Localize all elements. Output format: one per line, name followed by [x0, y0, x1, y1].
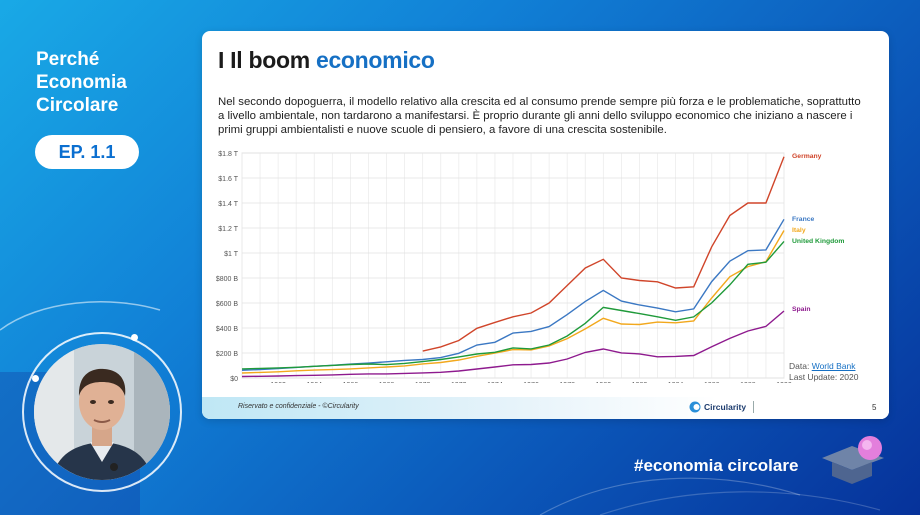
- video-ring: [22, 332, 182, 492]
- hashtag: #economia circolare: [634, 456, 799, 475]
- x-tick-label: 1962: [270, 382, 286, 383]
- y-tick-label: $200 B: [216, 351, 239, 358]
- x-tick-label: 1970: [415, 382, 431, 383]
- y-tick-label: $400 B: [216, 326, 239, 333]
- y-tick-label: $1.6 T: [218, 176, 238, 183]
- footer-confidential: Riservato e confidenziale - ©Circularity: [238, 403, 359, 410]
- x-tick-label: 1966: [343, 382, 359, 383]
- presentation-slide: I Il boom economico Nel secondo dopoguer…: [202, 31, 889, 419]
- x-tick-label: 1988: [740, 382, 756, 383]
- ring-dot: [32, 375, 39, 382]
- x-tick-label: 1964: [306, 382, 322, 383]
- world-bank-link[interactable]: World Bank: [811, 361, 856, 371]
- graduation-cap-icon: [822, 436, 884, 484]
- series-line-germany: [422, 156, 785, 352]
- presenter-video: [34, 344, 170, 480]
- last-update: Last Update: 2020: [789, 372, 859, 382]
- y-tick-label: $600 B: [216, 301, 239, 308]
- x-tick-label: 1980: [596, 382, 612, 383]
- episode-badge: EP. 1.1: [35, 135, 139, 169]
- y-tick-label: $1.4 T: [218, 201, 238, 208]
- series-title-line-3: Circolare: [36, 95, 119, 116]
- page-number: 5: [872, 403, 877, 412]
- x-tick-label: 1984: [668, 382, 684, 383]
- data-source: Data: World Bank Last Update: 2020: [789, 361, 858, 383]
- legend-label: Germany: [792, 153, 822, 160]
- x-tick-label: 1968: [379, 382, 395, 383]
- y-tick-label: $800 B: [216, 276, 239, 283]
- legend-label: United Kingdom: [792, 238, 844, 245]
- presenter-avatar: [34, 344, 170, 480]
- series-title-line-1: Perché: [36, 49, 100, 70]
- series-line-spain: [241, 310, 785, 378]
- y-tick-label: $1.8 T: [218, 151, 238, 158]
- x-tick-label: 1976: [523, 382, 539, 383]
- ring-dot: [131, 334, 138, 341]
- circularity-logo-icon: [689, 401, 701, 413]
- footer-divider: [753, 401, 754, 413]
- series-line-italy: [241, 230, 785, 374]
- slide-footer: Riservato e confidenziale - ©Circularity…: [202, 397, 889, 419]
- series-title-line-2: Economia: [36, 72, 127, 93]
- slide-title: I Il boom economico: [218, 47, 435, 74]
- x-tick-label: 1982: [632, 382, 648, 383]
- y-tick-label: $1 T: [224, 251, 239, 258]
- legend-label: Spain: [792, 306, 811, 313]
- y-tick-label: $1.2 T: [218, 226, 238, 233]
- gdp-line-chart: $0 $200 B $400 B $600 B $800 B $1 T $1.2 T $1.4…: [216, 151, 845, 383]
- x-tick-label: 1974: [487, 382, 503, 383]
- slide-title-prefix: I Il boom: [218, 47, 310, 73]
- legend-label: Italy: [792, 227, 806, 234]
- x-tick-label: 1972: [451, 382, 467, 383]
- legend-label: France: [792, 216, 815, 223]
- slide-title-accent: economico: [315, 47, 435, 73]
- x-tick-label: 1986: [704, 382, 720, 383]
- source-prefix: Data:: [789, 361, 810, 371]
- series-line-united-kingdom: [241, 240, 785, 370]
- footer-brand: Circularity: [689, 401, 746, 413]
- y-tick-label: $0: [230, 376, 238, 383]
- footer-brand-name: Circularity: [704, 402, 747, 412]
- slide-body-text: Nel secondo dopoguerra, il modello relat…: [218, 96, 861, 136]
- x-tick-label: 1978: [559, 382, 575, 383]
- series-title: Perché Economia Circolare: [36, 48, 127, 117]
- x-tick-label: 1990: [776, 382, 792, 383]
